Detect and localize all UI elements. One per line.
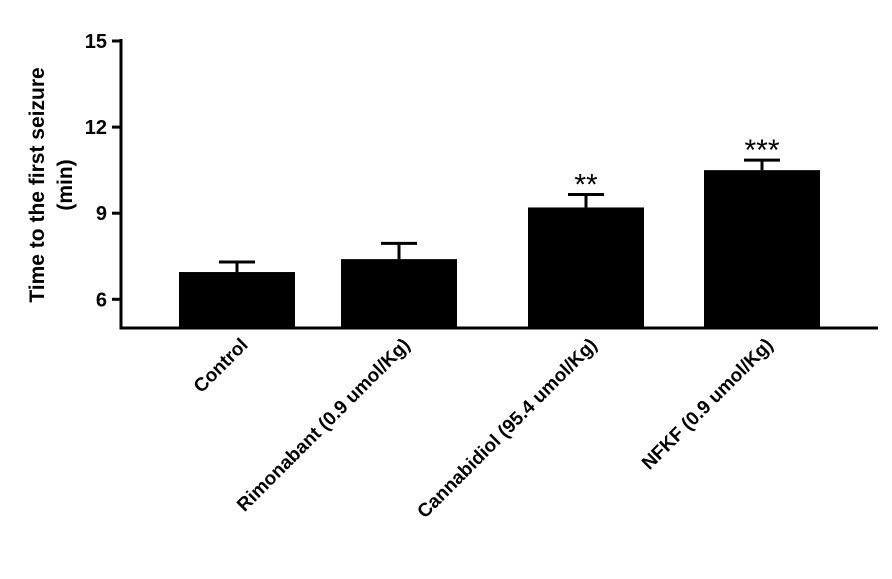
x-tick-label-2: Rimonabant (0.9 umol/Kg) bbox=[233, 335, 414, 516]
x-tick-label-3: Cannabidiol (95.4 umol/Kg) bbox=[414, 335, 602, 523]
bar-2 bbox=[341, 259, 457, 328]
error-bars-group bbox=[219, 158, 780, 273]
y-ticks-group: 6 9 12 15 bbox=[85, 31, 121, 311]
error-bar-3 bbox=[568, 193, 604, 208]
y-tick-label: 6 bbox=[96, 289, 107, 311]
bar-4 bbox=[704, 170, 820, 328]
y-tick-label: 15 bbox=[85, 31, 107, 53]
y-axis-title: Time to the first seizure (min) bbox=[26, 67, 77, 302]
significance-label-4: *** bbox=[744, 134, 779, 167]
x-tick-label-4: NFKF (0.9 umol/Kg) bbox=[638, 335, 777, 474]
bar-1 bbox=[179, 272, 295, 328]
x-tick-label-1: Control bbox=[190, 335, 253, 398]
error-bar-1 bbox=[219, 260, 255, 273]
y-axis-label-line-2: (min) bbox=[54, 159, 77, 210]
error-bar-2 bbox=[381, 241, 417, 260]
bar-3 bbox=[528, 207, 644, 328]
y-tick-label: 12 bbox=[85, 117, 107, 139]
y-axis-label-line-1: Time to the first seizure bbox=[26, 67, 49, 302]
error-bar-4 bbox=[744, 158, 780, 171]
bars-group bbox=[179, 170, 820, 328]
significance-label-3: ** bbox=[574, 169, 598, 202]
axes-group bbox=[119, 39, 878, 330]
significance-marks-group: ***** bbox=[574, 134, 780, 201]
y-tick-label: 9 bbox=[96, 203, 107, 225]
